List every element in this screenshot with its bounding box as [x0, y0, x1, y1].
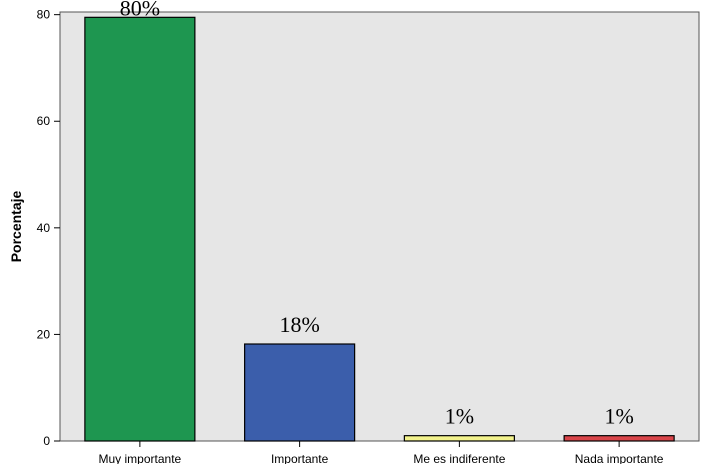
- data-labels: 80% 18% 1% 1%: [120, 0, 634, 429]
- bar-data-label: 1%: [604, 404, 633, 429]
- bar-data-label: 18%: [279, 312, 319, 337]
- bar: [244, 343, 356, 442]
- y-tick-label: 60: [37, 114, 51, 128]
- x-category-label: Nada importante: [575, 452, 664, 464]
- x-axis-labels: Muy importante Importante Me es indiferent…: [99, 441, 664, 464]
- x-category-label: Muy importante: [99, 452, 182, 464]
- y-tick-label: 80: [37, 8, 51, 22]
- bar: [84, 16, 196, 442]
- y-axis-title: Porcentaje: [8, 190, 24, 262]
- y-tick-label: 0: [43, 434, 50, 448]
- y-tick-label: 40: [37, 221, 51, 235]
- bars: [84, 16, 675, 442]
- bar-data-label: 80%: [120, 0, 160, 20]
- bar-data-label: 1%: [445, 404, 474, 429]
- x-category-label: Me es indiferente: [413, 452, 505, 464]
- bar: [403, 435, 515, 442]
- y-axis: 0 20 40 60 80: [37, 8, 60, 448]
- bar: [563, 435, 675, 442]
- x-category-label: Importante: [271, 452, 329, 464]
- y-tick-label: 20: [37, 327, 51, 341]
